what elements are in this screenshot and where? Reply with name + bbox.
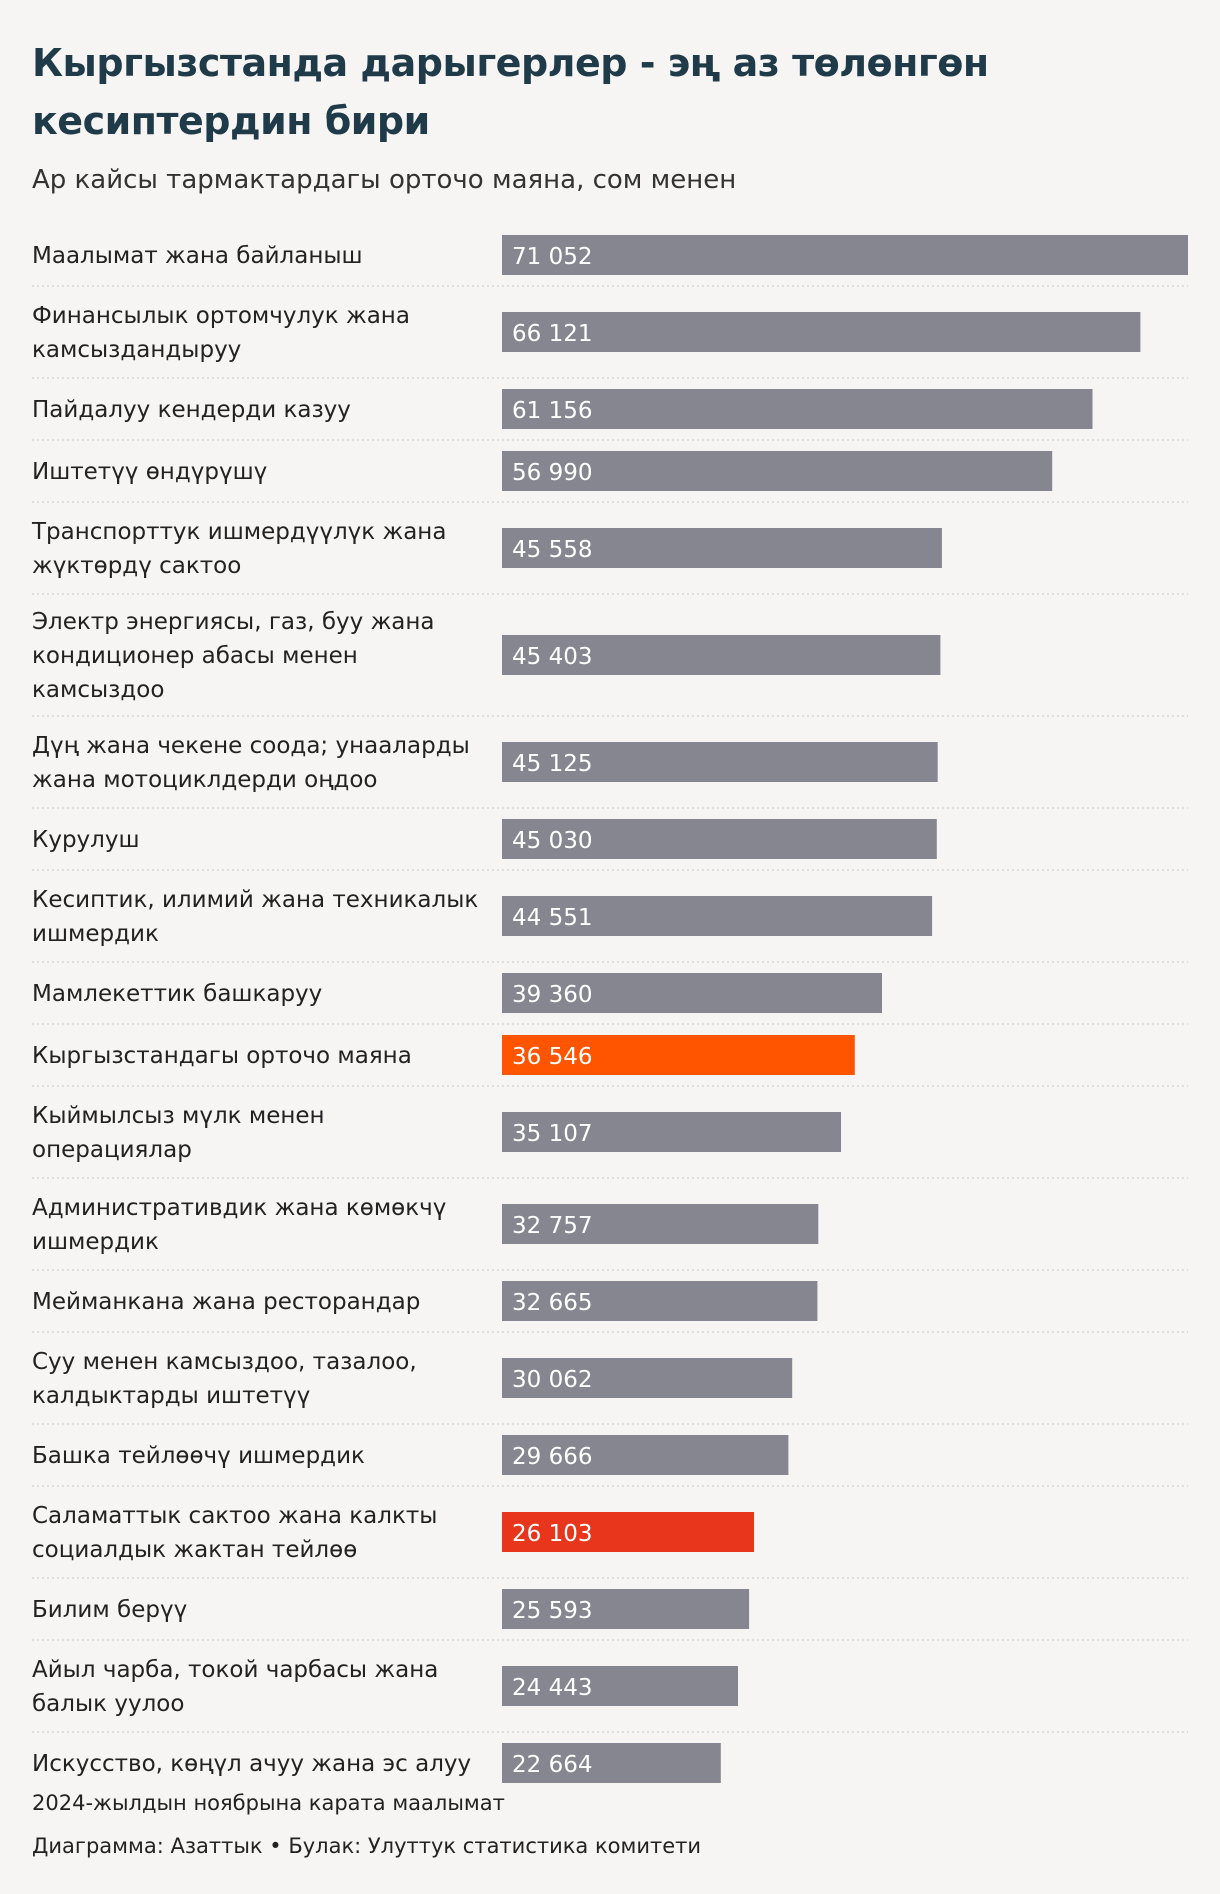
bar-row: Электр энергиясы, газ, буу жана кондицион… [32,609,1188,717]
value-label: 45 125 [512,751,592,777]
category-label: Мейманкана жана ресторандар [32,1289,420,1315]
bar-row: Кыймылсыз мүлк менен операциялар 35 107 [32,1103,1188,1179]
bar-row: Маалымат жана байланыш 71 052 [32,235,1188,287]
category-label: Курулуш [32,827,140,853]
value-label: 22 664 [512,1752,592,1778]
value-label: 25 593 [512,1598,592,1624]
category-label: Транспорттук ишмердүүлүк жана жүктөрдү са… [31,519,446,579]
bar-row: Мамлекеттик башкаруу 39 360 [32,973,1188,1025]
category-label: Кесиптик, илимий жана техникалык ишмердик [32,887,478,947]
value-label: 36 546 [512,1044,592,1070]
value-label: 45 030 [512,828,592,854]
bar [502,742,938,782]
value-label: 39 360 [512,982,592,1008]
bar [502,389,1093,429]
bar [502,1112,841,1152]
bar [502,896,933,936]
bar-row: Айыл чарба, токой чарбасы жана балык ууло… [32,1657,1188,1733]
value-label: 61 156 [512,398,592,424]
category-label: Мамлекеттик башкаруу [32,981,322,1007]
bar-row: Дүң жана чекене соода; унааларды жана мот… [32,733,1188,809]
value-label: 45 403 [512,644,592,670]
bar [502,235,1188,275]
chart-source: Диаграмма: Азаттык • Булак: Улуттук стат… [32,1834,702,1858]
bar-row: Башка тейлөөчү ишмердик 29 666 [32,1435,1188,1487]
value-label: 56 990 [512,460,592,486]
bar-row: Суу менен камсыздоо, тазалоо, калдыктарды… [32,1349,1188,1425]
category-label: Пайдалуу кендерди казуу [32,397,351,423]
bar [502,1666,738,1706]
value-label: 35 107 [512,1121,592,1147]
category-label: Административдик жана көмөкчү ишмердик [32,1195,446,1255]
bar [502,451,1053,491]
bar [502,1589,750,1629]
bar [502,1743,721,1783]
category-label: Кыргызстандагы орточо маяна [32,1043,412,1069]
bar-row: Финансылык ортомчулук жана камсыздандыруу… [32,303,1188,379]
bar-row: Искусство, көңүл ачуу жана эс алуу 22 664 [32,1743,721,1783]
category-label: Искусство, көңүл ачуу жана эс алуу [32,1751,471,1777]
category-label: Финансылык ортомчулук жана камсыздандыруу [32,303,410,363]
bar [502,528,942,568]
value-label: 32 757 [512,1213,592,1239]
category-label: Суу менен камсыздоо, тазалоо, калдыктарды… [32,1349,417,1409]
value-label: 24 443 [512,1675,592,1701]
chart-subtitle: Ар кайсы тармактардагы орточо маяна, сом… [32,165,737,195]
bar [502,1358,793,1398]
bar-row: Административдик жана көмөкчү ишмердик 32 … [32,1195,1188,1271]
value-label: 71 052 [512,244,592,270]
bar-row: Билим берүү 25 593 [32,1589,1188,1641]
category-label: Иштетүү өндүрүшү [32,459,267,485]
chart-title: Кыргызстанда дарыгерлер - эң аз төлөнгөн… [32,41,989,143]
bar [502,1204,819,1244]
bar [502,1281,818,1321]
value-label: 29 666 [512,1444,592,1470]
category-label: Башка тейлөөчү ишмердик [32,1443,365,1469]
bar [502,1435,789,1475]
bar-row: Курулуш 45 030 [32,819,1188,871]
category-label: Саламаттык сактоо жана калкты социалдык ж… [32,1503,437,1563]
bar-row: Транспорттук ишмердүүлүк жана жүктөрдү са… [31,519,1188,595]
bar-row: Саламаттык сактоо жана калкты социалдык ж… [32,1503,1188,1579]
category-label: Дүң жана чекене соода; унааларды жана мот… [32,733,470,793]
value-label: 45 558 [512,537,592,563]
bar [502,819,937,859]
value-label: 30 062 [512,1367,592,1393]
bar-row: Кыргызстандагы орточо маяна 36 546 [32,1035,1188,1087]
category-label: Электр энергиясы, газ, буу жана кондицион… [32,609,435,703]
category-label: Маалымат жана байланыш [32,243,363,269]
bar [502,635,941,675]
value-label: 26 103 [512,1521,592,1547]
bar [502,1035,855,1075]
data-date-note: 2024-жылдын ноябрына карата маалымат [32,1791,505,1815]
bar [502,312,1141,352]
value-label: 44 551 [512,905,592,931]
category-label: Кыймылсыз мүлк менен операциялар [32,1103,325,1163]
bar-row: Иштетүү өндүрүшү 56 990 [32,451,1188,503]
category-label: Билим берүү [32,1597,187,1623]
bar [502,1512,754,1552]
bar [502,973,882,1013]
bar-row: Мейманкана жана ресторандар 32 665 [32,1281,1188,1333]
category-label: Айыл чарба, токой чарбасы жана балык ууло… [32,1657,438,1717]
value-label: 32 665 [512,1290,592,1316]
bar-row: Пайдалуу кендерди казуу 61 156 [32,389,1188,441]
bar-row: Кесиптик, илимий жана техникалык ишмердик… [32,887,1188,963]
value-label: 66 121 [512,321,592,347]
